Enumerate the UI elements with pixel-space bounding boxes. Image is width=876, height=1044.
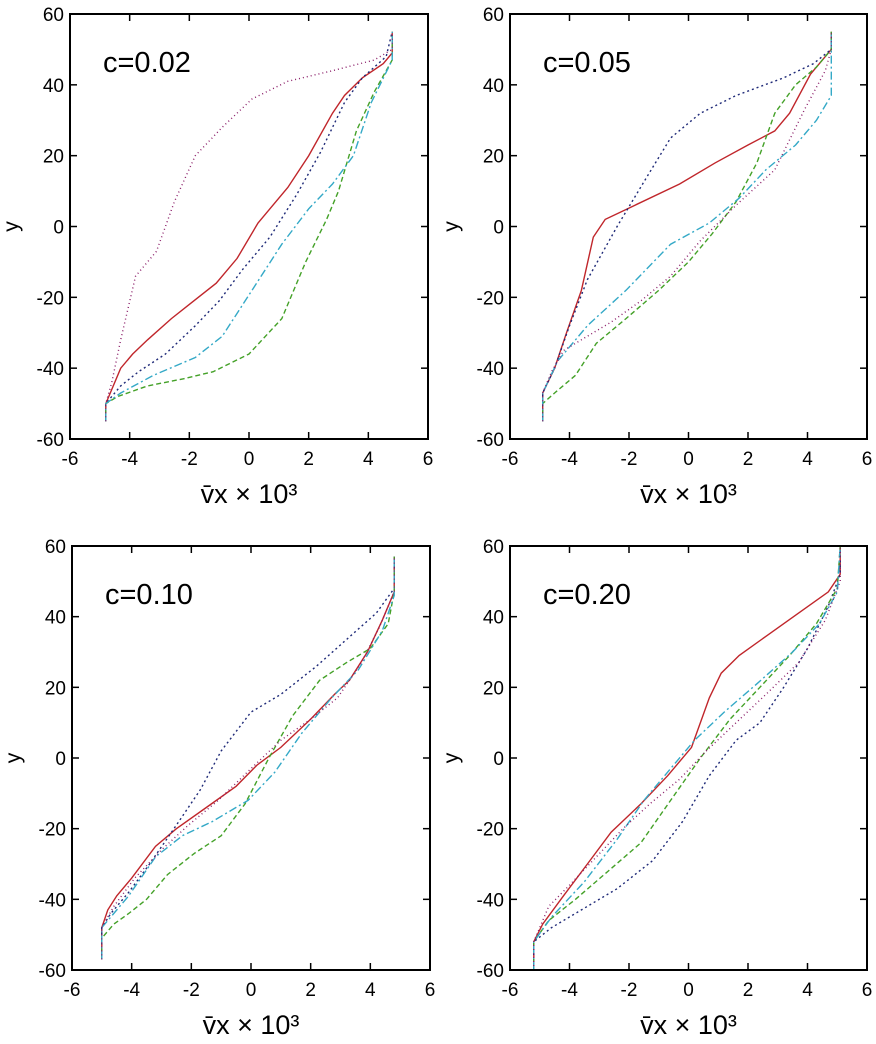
y-tick-label: 60 (45, 537, 66, 558)
series-line-cyan (101, 556, 395, 960)
panel-annotation: c=0.05 (543, 47, 631, 79)
y-tick-label: 20 (483, 147, 504, 168)
y-tick-label: -60 (477, 430, 504, 451)
x-tick-label: 2 (743, 980, 754, 1001)
series-line-green (542, 31, 832, 422)
y-tick-label: -40 (37, 359, 64, 380)
x-tick-label: -2 (621, 449, 638, 470)
x-tick-label: 4 (802, 980, 813, 1001)
series-line-purple (105, 31, 393, 422)
series-line-navy (542, 31, 832, 422)
x-tick-label: -6 (502, 980, 519, 1001)
y-tick-label: 0 (55, 749, 66, 770)
series-line-green (533, 546, 841, 970)
y-tick-label: -20 (39, 820, 66, 841)
x-tick-label: -2 (181, 449, 198, 470)
y-tick-label: -60 (477, 961, 504, 982)
x-axis-label: v̄x × 10³ (640, 479, 737, 509)
y-tick-label: -40 (39, 890, 66, 911)
y-axis-label: y (440, 221, 463, 232)
x-tick-label: -6 (62, 449, 79, 470)
x-tick-label: 6 (423, 449, 434, 470)
x-tick-label: 4 (363, 449, 374, 470)
y-tick-label: 0 (53, 218, 64, 239)
x-tick-label: 6 (862, 980, 873, 1001)
y-tick-label: -20 (477, 820, 504, 841)
y-axis-label: y (0, 221, 23, 232)
series-line-cyan (533, 546, 841, 970)
y-tick-label: 40 (483, 76, 504, 97)
series-line-purple (101, 556, 395, 960)
panel-annotation: c=0.02 (103, 47, 191, 79)
x-tick-label: -2 (621, 980, 638, 1001)
x-tick-label: -6 (502, 449, 519, 470)
x-tick-label: -4 (123, 980, 140, 1001)
y-tick-label: 0 (493, 749, 504, 770)
x-tick-label: 4 (365, 980, 376, 1001)
series-line-navy (105, 31, 393, 422)
plot-area (542, 31, 832, 422)
series-line-purple (542, 31, 832, 422)
y-axis-label: y (440, 752, 463, 763)
y-tick-label: -40 (477, 890, 504, 911)
y-tick-label: 20 (45, 678, 66, 699)
x-tick-label: -4 (561, 449, 578, 470)
x-tick-label: 0 (683, 449, 694, 470)
series-line-purple (533, 546, 841, 970)
x-axis-label: v̄x × 10³ (203, 1010, 300, 1040)
panel-annotation: c=0.20 (543, 579, 631, 611)
x-axis-label: v̄x × 10³ (201, 479, 298, 509)
series-line-cyan (105, 31, 393, 422)
x-tick-label: -6 (64, 980, 81, 1001)
y-tick-label: 40 (43, 76, 64, 97)
series-line-red (105, 31, 393, 422)
x-tick-label: -4 (121, 449, 138, 470)
y-tick-label: 40 (45, 608, 66, 629)
series-line-red (533, 546, 841, 970)
x-axis-label: v̄x × 10³ (640, 1010, 737, 1040)
y-tick-label: 0 (493, 218, 504, 239)
y-tick-label: -20 (37, 288, 64, 309)
x-tick-label: 6 (425, 980, 436, 1001)
y-tick-label: 40 (483, 608, 504, 629)
x-tick-label: -4 (561, 980, 578, 1001)
x-tick-label: 6 (862, 449, 873, 470)
x-tick-label: 0 (683, 980, 694, 1001)
y-tick-label: 60 (483, 537, 504, 558)
plot-area (101, 556, 395, 960)
plot-area (105, 31, 393, 422)
x-tick-label: 2 (743, 449, 754, 470)
series-line-navy (101, 556, 395, 960)
x-tick-label: 2 (305, 980, 316, 1001)
y-tick-label: 60 (483, 5, 504, 26)
y-tick-label: 20 (43, 147, 64, 168)
y-tick-label: -60 (39, 961, 66, 982)
x-tick-label: 4 (802, 449, 813, 470)
y-tick-label: 60 (43, 5, 64, 26)
x-tick-label: 0 (246, 980, 257, 1001)
plot-area (533, 546, 841, 970)
x-tick-label: 0 (244, 449, 255, 470)
y-axis-label: y (2, 752, 25, 763)
y-tick-label: -60 (37, 430, 64, 451)
series-line-red (542, 31, 832, 422)
y-tick-label: -40 (477, 359, 504, 380)
series-line-green (101, 556, 395, 960)
y-tick-label: 20 (483, 678, 504, 699)
series-line-red (101, 556, 395, 960)
series-line-cyan (542, 31, 832, 422)
x-tick-label: 2 (303, 449, 314, 470)
series-line-green (105, 31, 393, 422)
panel-annotation: c=0.10 (105, 579, 193, 611)
x-tick-label: -2 (183, 980, 200, 1001)
y-tick-label: -20 (477, 288, 504, 309)
